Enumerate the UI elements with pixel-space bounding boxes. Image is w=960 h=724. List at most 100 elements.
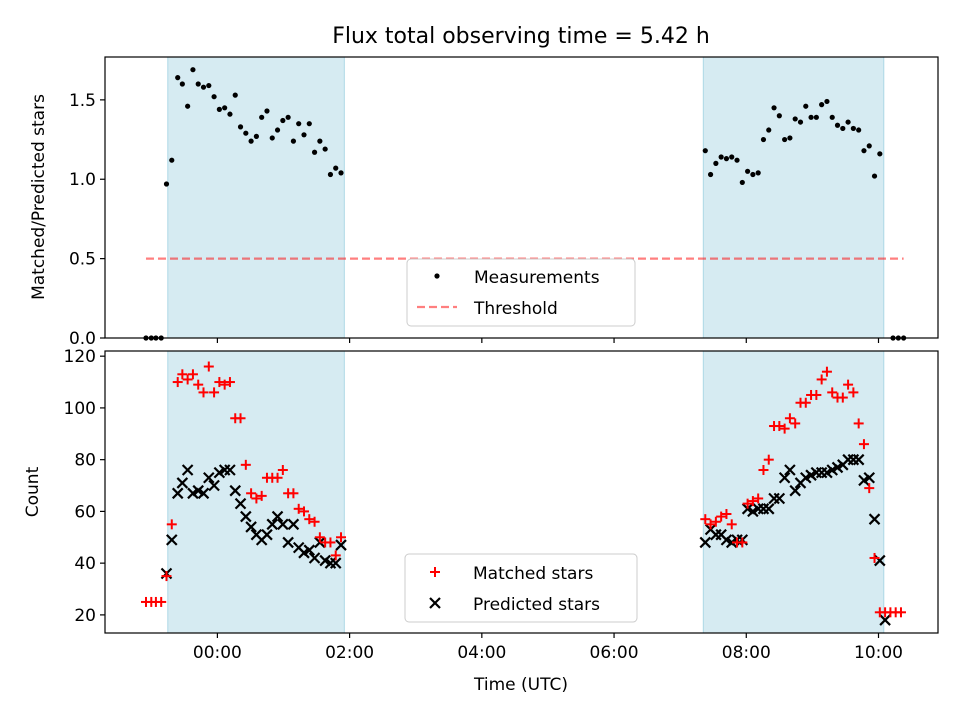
top-legend: Measurements Threshold xyxy=(406,258,636,327)
matched-star-point xyxy=(309,516,320,527)
predicted-star-stroke xyxy=(741,503,754,515)
predicted-star-stroke xyxy=(266,518,279,531)
measurement-point xyxy=(871,173,878,179)
measurement-point xyxy=(771,105,777,111)
predicted-star-stroke xyxy=(704,523,717,536)
predicted-star-stroke xyxy=(335,539,347,551)
matched-star-point xyxy=(219,379,230,390)
measurement-point xyxy=(253,133,259,139)
predicted-star-stroke xyxy=(778,471,791,484)
top-plot-frame xyxy=(104,56,939,339)
chart-title: Flux total observing time = 5.42 h xyxy=(332,24,710,49)
measurement-point xyxy=(301,132,307,138)
matched-star-point xyxy=(753,493,764,504)
predicted-star-point xyxy=(863,471,876,484)
predicted-star-point xyxy=(171,487,184,500)
top-y-tick-label: 0.5 xyxy=(69,250,96,270)
matched-star-point xyxy=(779,423,790,434)
matched-star-point xyxy=(209,387,220,398)
predicted-star-stroke xyxy=(271,510,284,523)
predicted-star-stroke xyxy=(319,554,331,567)
predicted-star-stroke xyxy=(699,536,712,549)
matched-star-point xyxy=(256,490,267,501)
predicted-star-stroke xyxy=(874,554,886,567)
measurement-point xyxy=(877,151,883,157)
measurement-point xyxy=(338,170,344,176)
measurement-point xyxy=(766,127,772,133)
measurement-point xyxy=(222,105,228,111)
x-tick-label: 06:00 xyxy=(590,643,639,663)
bottom-plot-frame xyxy=(104,350,939,634)
top-y-tick-label: 1.5 xyxy=(69,91,96,111)
matched-star-point xyxy=(235,413,246,424)
matched-star-point xyxy=(304,514,315,525)
predicted-star-point xyxy=(699,536,712,549)
matched-star-point xyxy=(716,511,727,522)
measurement-point xyxy=(850,125,856,132)
bottom-y-tick-label: 60 xyxy=(74,502,96,522)
predicted-star-stroke xyxy=(176,477,189,489)
matched-star-point xyxy=(858,439,869,450)
measurement-point xyxy=(856,127,862,133)
bottom-y-tick-label: 120 xyxy=(64,347,96,367)
measurement-point xyxy=(169,157,175,163)
measurement-point xyxy=(797,119,804,125)
matched-star-point xyxy=(325,537,336,548)
predicted-star-stroke xyxy=(234,497,247,510)
predicted-star-stroke xyxy=(879,614,891,626)
measurement-point xyxy=(195,81,201,87)
top-y-tick-label: 0.0 xyxy=(69,329,96,349)
predicted-star-stroke xyxy=(789,484,801,497)
measurement-point xyxy=(232,92,238,98)
bottom-legend: Matched stars Predicted stars xyxy=(404,553,638,623)
predicted-star-stroke xyxy=(314,536,326,549)
matched-star-point xyxy=(726,519,737,530)
predicted-star-point xyxy=(234,497,247,510)
bottom-y-tick-label: 80 xyxy=(74,451,96,471)
top-panel: 0.0 0.5 1.0 1.5 Matched/Predicted stars Mea… xyxy=(29,56,939,349)
predicted-star-point xyxy=(335,539,347,551)
matched-star-point xyxy=(330,550,341,561)
predicted-star-point xyxy=(240,510,252,523)
bottom-y-axis-label: Count xyxy=(23,466,43,517)
predicted-star-stroke xyxy=(287,518,300,531)
predicted-star-stroke xyxy=(292,541,305,554)
bottom-legend-box xyxy=(404,553,638,623)
measurement-point xyxy=(718,154,724,160)
measurement-point xyxy=(803,103,809,109)
x-axis-label: Time (UTC) xyxy=(473,675,568,695)
predicted-star-point xyxy=(282,536,294,549)
matched-star-point xyxy=(272,472,283,483)
measurement-point xyxy=(274,127,281,133)
matched-star-point xyxy=(763,454,774,465)
measurement-point xyxy=(750,171,756,178)
matched-star-point xyxy=(784,413,795,424)
measurement-point xyxy=(175,75,181,81)
predicted-star-point xyxy=(773,492,786,505)
shaded-interval-0 xyxy=(167,57,345,338)
matched-star-point xyxy=(246,488,257,499)
bottom-y-tick-label: 20 xyxy=(74,606,96,626)
measurement-point xyxy=(280,117,286,124)
bottom-y-tick-label: 40 xyxy=(74,554,96,574)
measurement-point xyxy=(179,81,185,87)
legend-predicted-marker xyxy=(429,597,441,609)
top-y-tick-label: 1.0 xyxy=(69,170,96,190)
measurement-point xyxy=(834,122,841,128)
measurement-point xyxy=(808,114,814,120)
matched-star-point xyxy=(193,379,204,390)
predicted-star-stroke xyxy=(868,513,881,525)
measurement-point xyxy=(211,94,217,100)
measurement-point xyxy=(333,165,339,171)
matched-star-point xyxy=(251,493,262,504)
measurement-point xyxy=(713,160,719,166)
measurement-point xyxy=(296,121,302,127)
predicted-star-stroke xyxy=(863,471,876,484)
measurement-point xyxy=(322,146,328,152)
predicted-star-stroke xyxy=(720,534,733,546)
measurement-point xyxy=(861,148,867,154)
predicted-star-stroke xyxy=(773,492,786,505)
predicted-star-point xyxy=(197,487,210,500)
matched-star-point xyxy=(816,374,827,385)
